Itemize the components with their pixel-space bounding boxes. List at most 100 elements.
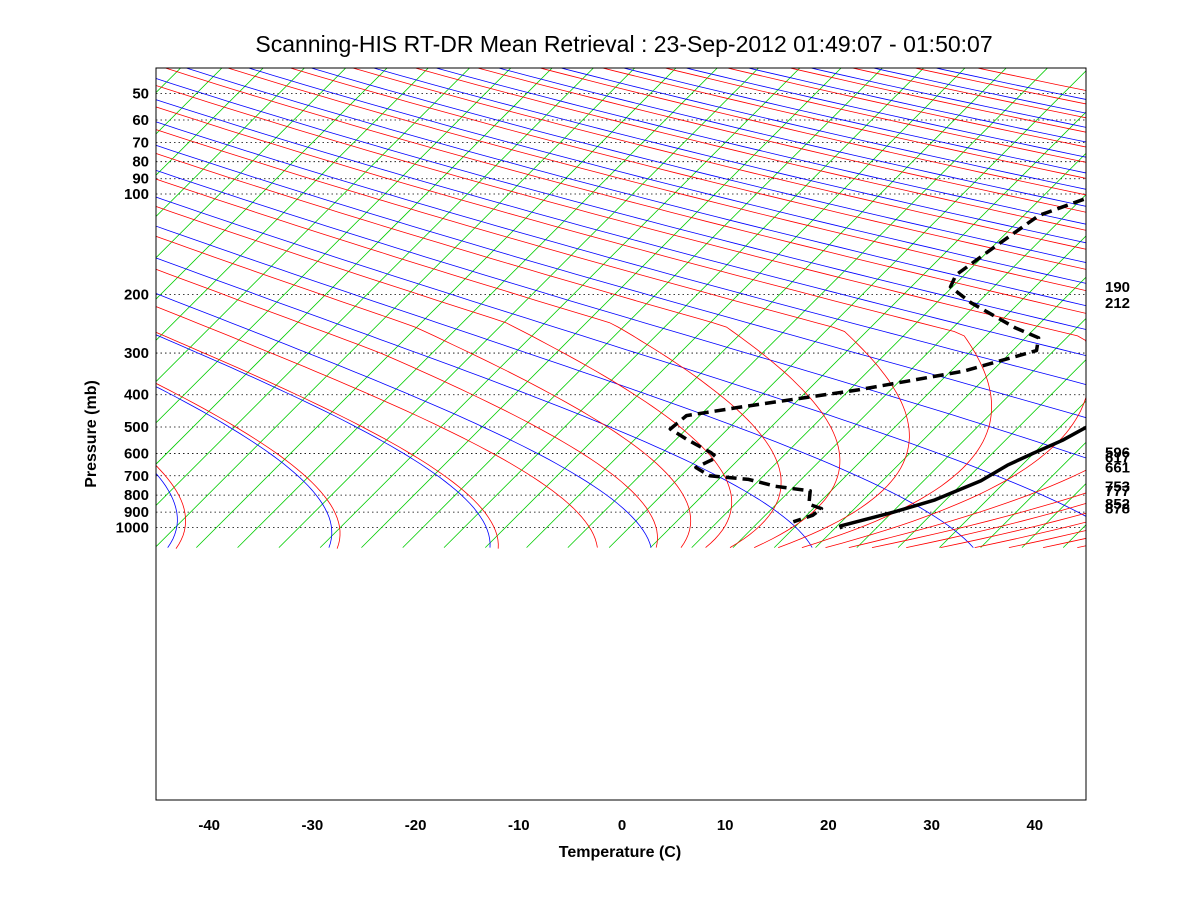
right-label-852: 852 [1105,496,1130,513]
right-label-661: 661 [1105,459,1130,476]
moist-adiabat [156,331,499,549]
dewpoint-profile [668,196,1086,524]
moist-adiabat [156,129,910,548]
sounding-lines [668,196,1086,530]
y-tick-600: 600 [124,445,149,462]
right-label-753: 753 [1105,478,1130,495]
mixing-ratio-line [526,68,1007,548]
y-tick-80: 80 [132,154,149,171]
dry-adiabat [309,68,1086,263]
moist-adiabat [156,464,187,549]
right-label-190: 190 [1105,279,1130,296]
mixing-ratio-line [939,400,1086,548]
dry-adiabat [156,169,1086,459]
moist-adiabat [601,68,1086,548]
dry-adiabat [156,334,491,548]
y-tick-90: 90 [132,171,149,188]
moist-adiabat [156,153,841,548]
dry-adiabat [156,99,1086,357]
plot-frame [155,67,1087,801]
x-axis-label: Temperature (C) [559,844,681,861]
moist-adiabat [476,68,1086,548]
dry-adiabat [156,121,1086,386]
mixing-ratio-line [650,111,1086,548]
mixing-ratio-line [156,68,264,176]
mixing-ratio-line [897,359,1086,548]
mixing-ratio-line [156,68,429,341]
right-label-878: 878 [1105,501,1130,518]
mixing-ratio-line [485,68,966,548]
dry-adiabat [156,196,1086,517]
x-tick-40: 40 [1026,817,1043,834]
moist-adiabat [156,178,782,548]
moist-adiabat [538,68,1086,548]
dry-adiabat [247,68,1086,284]
moist-adiabat [413,68,1086,548]
dry-adiabat [156,257,813,548]
dry-adiabat [156,78,1086,330]
dry-adiabat [434,68,1086,225]
mixing-ratio-line [732,194,1086,548]
y-tick-1000: 1000 [116,519,149,536]
moist-adiabat [156,235,692,548]
x-tick-0: 0 [618,817,626,834]
mixing-ratio-line [278,68,760,548]
mixing-ratio-line [156,68,594,506]
mixing-ratio-line [156,68,471,383]
mixing-ratio-line [815,276,1086,548]
moist-adiabat [156,106,993,548]
y-tick-200: 200 [124,286,149,303]
mixing-ratio-line [156,68,306,218]
temperature-profile [838,425,1086,530]
x-tick-30: 30 [923,817,940,834]
moist-adiabat [156,85,1086,548]
x-tick-10: 10 [717,817,734,834]
right-label-777: 777 [1105,483,1130,500]
moist-adiabat [156,306,598,548]
mixing-ratio-line [156,68,347,259]
mixing-ratio-line [856,317,1086,548]
x-tick--10: -10 [508,817,530,834]
y-tick-900: 900 [124,504,149,521]
y-tick-500: 500 [124,419,149,436]
moist-adiabat [156,268,658,548]
x-tick--30: -30 [302,817,324,834]
mixing-ratio-line [402,68,883,548]
dry-adiabat [559,68,1086,190]
right-label-212: 212 [1105,295,1130,312]
mixing-ratio-line [443,68,925,548]
dry-adiabat [621,68,1086,174]
dry-adiabat [184,68,1086,307]
dry-adiabat [156,144,1086,419]
moist-adiabat [156,382,341,549]
y-tick-60: 60 [132,112,149,129]
dry-adiabat [372,68,1086,244]
y-axis-label: Pressure (mb) [83,380,100,488]
mixing-ratio-line [319,68,801,548]
moist-adiabat [226,68,1086,548]
thermo-background-lines [156,68,1086,549]
dry-adiabat [156,293,652,548]
y-tick-100: 100 [124,186,149,203]
chart-title: Scanning-HIS RT-DR Mean Retrieval : 23-S… [255,31,992,57]
y-tick-300: 300 [124,345,149,362]
dry-adiabat [156,225,974,548]
mixing-ratio-line [156,68,553,465]
y-tick-50: 50 [132,86,149,103]
mixing-ratio-line [237,68,718,548]
mixing-ratio-line [773,235,1086,548]
right-label-617: 617 [1105,449,1130,466]
moist-adiabat [725,68,1086,148]
x-tick--20: -20 [405,817,427,834]
moist-adiabat [663,68,1086,163]
y-tick-700: 700 [124,468,149,485]
y-tick-70: 70 [132,134,149,151]
mixing-ratio-line [156,68,388,300]
y-tick-800: 800 [124,487,149,504]
moist-adiabat [164,68,1086,548]
x-tick-20: 20 [820,817,837,834]
